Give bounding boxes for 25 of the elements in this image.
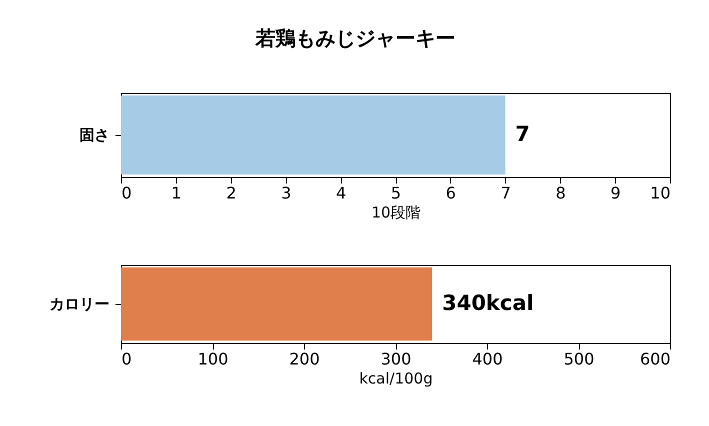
x-tick-label: 4: [336, 184, 346, 202]
y-tick-label: カロリー: [50, 295, 110, 313]
x-tick-label: 1: [171, 184, 182, 202]
x-tick-label: 6: [446, 184, 456, 202]
x-tick-label: 8: [556, 184, 566, 202]
x-axis-title: 10段階: [371, 204, 421, 222]
x-tick-label: 100: [198, 350, 228, 368]
x-tick-label: 300: [380, 350, 412, 368]
x-tick-label: 3: [281, 184, 292, 202]
x-tick-label: 600: [640, 350, 670, 368]
x-axis-title: kcal/100g: [359, 370, 433, 388]
data-label: 340kcal: [442, 291, 534, 315]
x-tick-label: 5: [390, 184, 402, 202]
data-label: 7: [515, 122, 530, 146]
chart-title: 若鶏もみじジャーキー: [254, 26, 456, 50]
x-tick-label: 0: [122, 350, 132, 368]
x-tick-label: 0: [122, 184, 132, 202]
x-tick-label: 200: [289, 350, 320, 368]
x-tick-label: 2: [226, 184, 236, 202]
y-tick-label: 固さ: [80, 126, 110, 144]
x-tick-label: 500: [564, 350, 594, 368]
x-tick-label: 400: [472, 350, 503, 368]
x-tick-label: 9: [610, 184, 621, 202]
x-tick-label: 10: [650, 184, 670, 202]
x-tick-label: 7: [500, 184, 511, 202]
